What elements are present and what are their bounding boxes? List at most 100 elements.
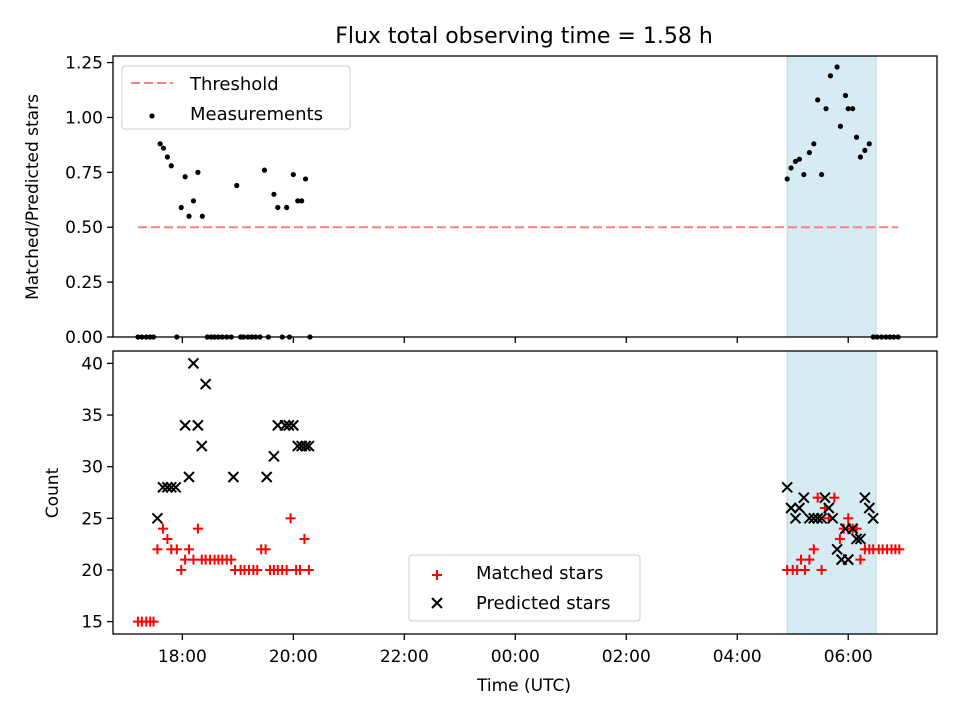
matched-star-point xyxy=(171,544,182,555)
matched-star-point xyxy=(260,544,271,555)
measurement-point xyxy=(850,106,856,112)
matched-star-point xyxy=(838,523,849,534)
predicted-star-point xyxy=(859,491,871,504)
predicted-star-point xyxy=(815,512,828,525)
top-plot-frame xyxy=(112,55,938,338)
bottom-legend: Matched stars Predicted stars xyxy=(408,554,641,622)
predicted-star-point xyxy=(846,522,859,535)
top-y-tick-label: 0.00 xyxy=(65,328,103,348)
bottom-y-tick-label: 40 xyxy=(81,354,103,374)
measurement-point xyxy=(815,97,821,103)
predicted-star-point xyxy=(260,471,273,483)
predicted-star-point xyxy=(789,512,802,525)
predicted-star-point xyxy=(165,481,177,494)
matched-star-point xyxy=(812,492,823,503)
bottom-highlight-span xyxy=(786,350,877,635)
top-highlight-span xyxy=(786,55,877,338)
measurement-point xyxy=(157,141,163,147)
measurement-point xyxy=(784,176,790,182)
x-tick-label: 18:00 xyxy=(158,647,207,667)
legend-matched-swatch xyxy=(432,570,442,580)
matched-star-point xyxy=(148,616,159,627)
measurement-point xyxy=(834,64,840,70)
measurement-point xyxy=(853,134,860,140)
measurement-point xyxy=(160,145,167,151)
predicted-star-point xyxy=(867,512,879,525)
predicted-star-point xyxy=(831,543,843,556)
measurement-point xyxy=(164,154,170,160)
predicted-star-point xyxy=(161,481,174,494)
measurement-point xyxy=(178,204,184,211)
legend-predicted-label: Predicted stars xyxy=(476,593,610,614)
predicted-star-point xyxy=(187,357,200,370)
matched-star-point xyxy=(804,554,815,565)
legend-matched-label: Matched stars xyxy=(476,563,603,584)
measurement-point xyxy=(190,198,197,204)
bottom-y-tick-label: 35 xyxy=(81,406,103,426)
matched-star-point xyxy=(294,564,305,575)
measurement-point xyxy=(168,163,174,169)
measurement-point xyxy=(842,92,849,99)
top-legend-box xyxy=(121,65,351,130)
top-y-tick-label: 0.75 xyxy=(65,163,103,183)
predicted-star-point xyxy=(793,502,806,514)
measurement-point xyxy=(811,141,817,147)
measurement-point xyxy=(845,106,851,112)
matched-star-point xyxy=(176,564,187,575)
measurements-group xyxy=(135,64,901,340)
measurement-point xyxy=(818,171,825,178)
legend-measurements-swatch xyxy=(149,113,155,119)
matched-star-point xyxy=(799,564,810,575)
measurement-point xyxy=(792,158,799,164)
predicted-stars-group xyxy=(151,357,879,566)
matched-star-point xyxy=(855,554,866,565)
matched-star-point xyxy=(303,564,314,575)
measurement-point xyxy=(234,182,240,189)
x-tick-label: 04:00 xyxy=(713,647,762,667)
legend-measurements-label: Measurements xyxy=(190,104,323,125)
bottom-y-tick-label: 30 xyxy=(81,458,103,478)
bottom-panel: 15 20 25 30 35 40 18:00 20:00 22:00 00:00 02:00 04… xyxy=(43,350,938,696)
x-tick-label: 22:00 xyxy=(380,647,429,667)
measurement-point xyxy=(299,198,305,204)
predicted-star-point xyxy=(303,440,315,452)
predicted-star-point xyxy=(863,502,876,514)
measurement-point xyxy=(823,106,829,112)
predicted-star-point xyxy=(192,419,204,432)
predicted-star-point xyxy=(283,419,295,432)
predicted-star-point xyxy=(227,471,240,483)
matched-star-point xyxy=(192,523,203,534)
matched-star-point xyxy=(894,544,905,555)
x-axis-label: Time (UTC) xyxy=(476,676,571,696)
bottom-y-axis: 15 20 25 30 35 40 xyxy=(81,354,113,633)
top-y-axis-label: Matched/Predicted stars xyxy=(23,94,43,300)
top-panel: 0.00 0.25 0.50 0.75 1.00 1.25 Matched/Predict… xyxy=(23,54,938,348)
x-tick-label: 06:00 xyxy=(824,647,873,667)
measurement-point xyxy=(261,167,268,173)
measurement-point xyxy=(857,154,864,160)
x-tick-label: 20:00 xyxy=(269,647,318,667)
measurement-point xyxy=(827,73,834,79)
predicted-star-point xyxy=(287,419,300,432)
measurement-point xyxy=(866,141,872,147)
matched-star-point xyxy=(829,492,840,503)
predicted-star-point xyxy=(826,512,839,525)
matched-star-point xyxy=(299,533,310,544)
x-tick-label: 02:00 xyxy=(602,647,651,667)
matched-star-point xyxy=(843,513,854,524)
top-x-ticks xyxy=(181,337,849,343)
predicted-star-point xyxy=(157,481,169,494)
bottom-y-axis-label: Count xyxy=(43,467,63,518)
predicted-star-point xyxy=(151,512,164,525)
top-y-tick-label: 0.25 xyxy=(65,273,103,293)
measurement-point xyxy=(862,147,868,153)
measurement-point xyxy=(186,213,192,219)
measurement-point xyxy=(275,204,281,211)
predicted-star-point xyxy=(279,419,291,432)
top-y-tick-label: 1.00 xyxy=(65,108,103,128)
predicted-star-point xyxy=(798,491,810,504)
measurement-point xyxy=(271,191,277,197)
predicted-star-point xyxy=(199,378,212,390)
predicted-star-point xyxy=(179,419,191,432)
